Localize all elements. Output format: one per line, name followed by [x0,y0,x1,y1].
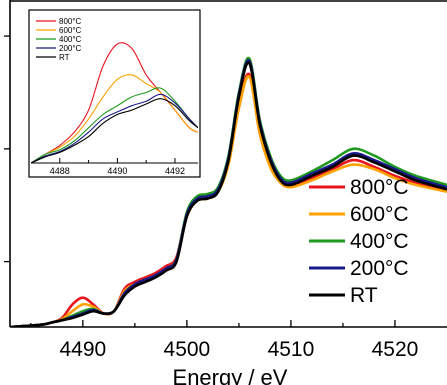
legend-label: 400°C [350,230,409,253]
inset-x-tick-label: 4488 [50,166,70,176]
inset-series-line-600C [31,74,198,163]
x-tick-label: 4490 [59,338,106,361]
inset-frame [28,9,201,178]
x-tick-label: 4500 [164,338,211,361]
series-line-RT [10,61,447,327]
x-tick-label: 4520 [372,338,419,361]
main-series-group [10,56,447,327]
legend-label: 800°C [350,176,409,199]
inset-legend-label: 800°C [59,17,82,26]
inset-x-tick-label: 4490 [107,166,127,176]
inset-series-group [31,42,198,163]
inset-x-tick-label: 4492 [165,166,185,176]
x-tick-label: 4510 [268,338,315,361]
inset-legend-label: 600°C [59,26,82,35]
legend-label: RT [350,284,378,307]
inset-legend-label: 400°C [59,35,82,44]
x-axis-label: Energy / eV [173,365,288,385]
inset-series-line-RT [31,98,198,163]
inset-series-line-400C [31,87,198,163]
inset-legend-label: 200°C [59,44,82,53]
main-legend: 800°C 600°C 400°C 200°C RT [309,176,409,307]
legend-label: 200°C [350,257,409,280]
inset-legend-label: RT [59,53,70,62]
series-line-400C [10,56,447,327]
inset-series-line-200C [31,93,198,163]
legend-label: 600°C [350,203,409,226]
